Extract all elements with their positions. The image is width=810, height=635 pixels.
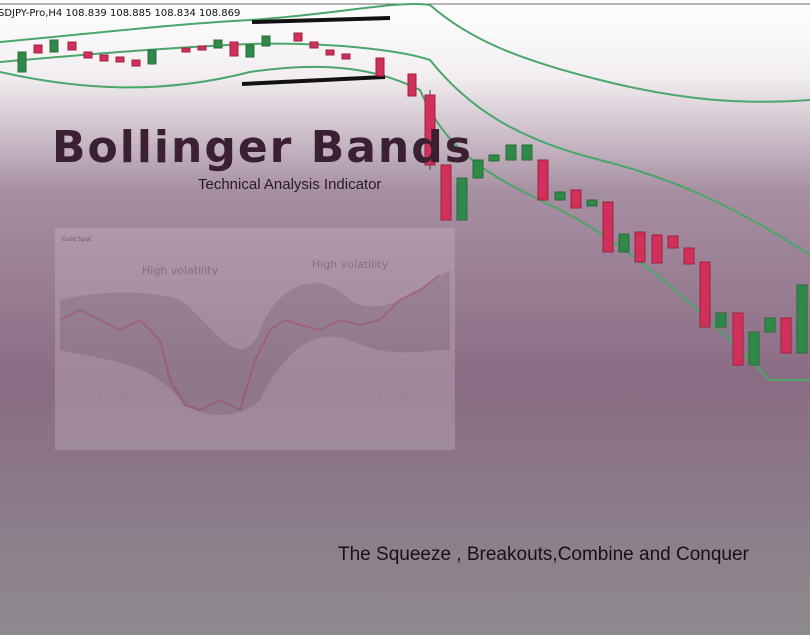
shape bbox=[49, 39, 59, 53]
shape bbox=[764, 317, 776, 333]
shape bbox=[17, 51, 27, 73]
title: Bollinger Bands bbox=[52, 122, 473, 173]
shape bbox=[229, 41, 239, 57]
shape bbox=[667, 235, 679, 249]
shape bbox=[505, 144, 517, 161]
shape bbox=[407, 73, 417, 97]
shape bbox=[521, 144, 533, 161]
shape bbox=[181, 47, 191, 53]
inset-label: High volatility bbox=[142, 264, 219, 277]
shape bbox=[33, 44, 43, 54]
shape bbox=[732, 312, 744, 366]
shape bbox=[472, 159, 484, 179]
middle-band bbox=[0, 42, 810, 256]
shape bbox=[586, 199, 598, 207]
upper-band bbox=[0, 2, 810, 103]
inset-label: High volatility bbox=[312, 258, 389, 271]
shape bbox=[83, 51, 93, 59]
subtitle: Technical Analysis Indicator bbox=[198, 176, 381, 193]
shape bbox=[197, 45, 207, 51]
inset-title: Gold Spot bbox=[62, 236, 92, 243]
shape bbox=[245, 44, 255, 58]
squeeze-line bbox=[241, 75, 386, 86]
shape bbox=[60, 270, 450, 415]
shape bbox=[683, 247, 695, 265]
shape bbox=[55, 228, 455, 450]
shape bbox=[634, 231, 646, 263]
inset-label: Lower volatility bbox=[345, 392, 421, 403]
caption: The Squeeze , Breakouts,Combine and Conq… bbox=[338, 544, 750, 565]
shape bbox=[99, 54, 109, 62]
squeeze-line bbox=[251, 16, 391, 24]
shape bbox=[59, 274, 441, 412]
shape bbox=[375, 57, 385, 77]
shape bbox=[341, 53, 351, 60]
shape bbox=[602, 201, 614, 253]
shape bbox=[456, 177, 468, 221]
shape bbox=[261, 35, 271, 47]
shape bbox=[309, 41, 319, 49]
shape bbox=[570, 189, 582, 209]
shape bbox=[325, 49, 335, 56]
shape bbox=[213, 39, 223, 49]
shape bbox=[715, 312, 727, 328]
inset-chart bbox=[55, 228, 455, 450]
shape bbox=[488, 154, 500, 162]
shape bbox=[440, 164, 452, 221]
shape bbox=[147, 49, 157, 65]
shape bbox=[796, 284, 808, 354]
shape bbox=[67, 41, 77, 51]
shape bbox=[537, 159, 549, 201]
ticker: SDJPY-Pro,H4 108.839 108.885 108.834 108… bbox=[0, 8, 240, 19]
shape bbox=[115, 56, 125, 63]
shape bbox=[699, 261, 711, 328]
shape bbox=[293, 32, 303, 42]
shape bbox=[651, 234, 663, 264]
lower-band bbox=[0, 65, 810, 381]
shape bbox=[554, 191, 566, 201]
shape bbox=[780, 317, 792, 354]
shape bbox=[748, 331, 760, 366]
shape bbox=[618, 233, 630, 253]
shape bbox=[131, 59, 141, 67]
candles bbox=[17, 32, 808, 366]
shape bbox=[424, 94, 436, 166]
inset-label: Lower volatility bbox=[65, 392, 141, 403]
